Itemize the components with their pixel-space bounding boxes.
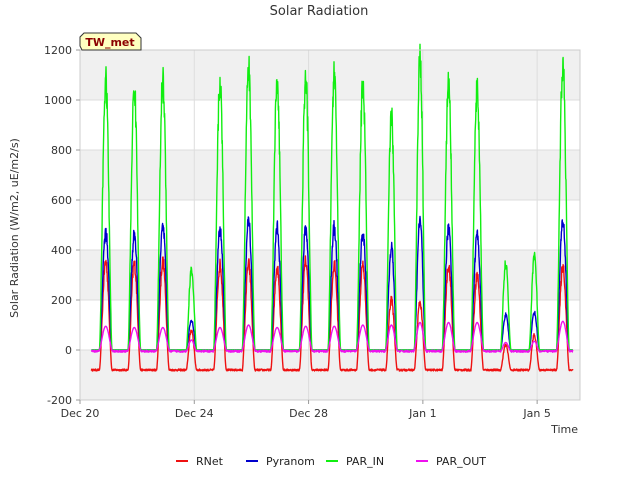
plot-frame <box>79 49 581 401</box>
background-band <box>80 150 580 200</box>
legend-label: PAR_IN <box>346 455 384 468</box>
y-tick-label: 800 <box>51 144 72 157</box>
x-tick-label: Jan 5 <box>522 407 550 420</box>
plot-background-bands <box>80 50 580 400</box>
legend-label: Pyranom <box>266 455 315 468</box>
station-badge-label: TW_met <box>85 36 134 49</box>
x-axis-title: Time <box>550 423 578 436</box>
legend: RNet Pyranom PAR_IN PAR_OUT <box>176 455 486 468</box>
background-band <box>80 50 580 100</box>
y-tick-label: 1200 <box>44 44 72 57</box>
station-badge: TW_met <box>79 32 142 51</box>
y-tick-label: -200 <box>47 394 72 407</box>
y-tick-label: 600 <box>51 194 72 207</box>
series-line-par-out <box>90 320 574 353</box>
legend-label: PAR_OUT <box>436 455 486 468</box>
series-line-rnet <box>90 255 574 372</box>
legend-label: RNet <box>196 455 224 468</box>
x-tick-label: Dec 20 <box>61 407 100 420</box>
y-tick-label: 200 <box>51 294 72 307</box>
y-axis-ticks: -200 0 200 400 600 800 1000 1200 <box>44 44 80 407</box>
y-tick-label: 1000 <box>44 94 72 107</box>
x-tick-label: Dec 24 <box>175 407 214 420</box>
series-layer <box>90 43 574 372</box>
x-axis-ticks: Dec 20 Dec 24 Dec 28 Jan 1 Jan 5 <box>61 400 551 420</box>
y-axis-title: Solar Radiation (W/m2, uE/m2/s) <box>8 138 21 318</box>
y-tick-label: 0 <box>65 344 72 357</box>
x-tick-label: Dec 28 <box>289 407 328 420</box>
chart-title: Solar Radiation <box>270 4 369 19</box>
background-band <box>80 350 580 400</box>
x-tick-label: Jan 1 <box>408 407 436 420</box>
background-band <box>80 100 580 150</box>
y-tick-label: 400 <box>51 244 72 257</box>
